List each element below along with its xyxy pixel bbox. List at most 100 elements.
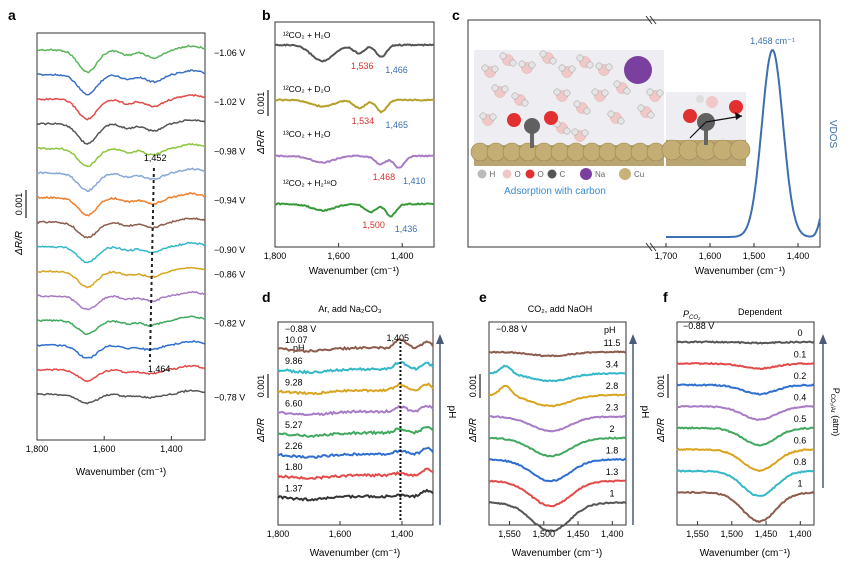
copper-atom — [534, 142, 554, 162]
panel-a-peak-dashed-line — [148, 167, 155, 363]
panel-a-series-line — [36, 217, 206, 239]
panel-a-series-line — [36, 69, 206, 96]
copper-atom — [582, 142, 602, 162]
x-tick-label: 1,600 — [699, 251, 722, 261]
copper-atom — [566, 142, 586, 162]
panel-e-series-line — [488, 501, 627, 533]
panel-f-series-label: 0.5 — [794, 414, 807, 424]
panel-a-series-line — [36, 241, 206, 264]
zoomed-structure-image — [661, 92, 751, 166]
panel-b-peak2-label: 1,465 — [386, 120, 409, 130]
water-hydrogen — [558, 64, 566, 72]
panel-f-series-line — [676, 447, 815, 473]
panel-b-series-label: ¹²CO₂ + H₂O — [283, 30, 331, 40]
water-hydrogen — [646, 88, 654, 96]
legend-label: O — [538, 170, 544, 179]
x-tick-label: 1,400 — [391, 251, 414, 261]
water-hydrogen — [647, 111, 655, 119]
x-tick-label: 1,600 — [327, 251, 350, 261]
panel-d-xlabel: Wavenumber (cm⁻¹) — [310, 548, 400, 559]
panel-f-potential: −0.88 V — [683, 321, 714, 331]
panel-b-scale-value: 0.001 — [256, 92, 266, 115]
panel-f-xlabel: Wavenumber (cm⁻¹) — [700, 548, 790, 559]
panel-f-series-label: 0.2 — [794, 371, 807, 381]
panel-e-series-label: 3.4 — [606, 360, 619, 370]
legend-swatch — [502, 169, 512, 179]
water-hydrogen — [656, 89, 664, 97]
panel-b-peak2-label: 1,436 — [395, 224, 418, 234]
legend-swatch — [547, 169, 557, 179]
panel-e-ph-arrow-head — [629, 334, 637, 344]
zoom-copper-atom — [729, 139, 751, 161]
panel-a-frame — [36, 32, 206, 441]
water-hydrogen — [568, 65, 576, 73]
zoom-vibration-arrow-1 — [689, 121, 707, 139]
panel-e-series-label: 2 — [609, 424, 614, 434]
panel-a-potential-label: −0.94 V — [214, 196, 245, 206]
panel-b-peak1-label: 1,500 — [362, 220, 385, 230]
panel-d: d Ar, add Na₂CO₃ −0.88 V pH 10.07 9.86 9.2… — [256, 289, 457, 559]
panel-b-series-label: ¹²CO₂ + D₂O — [283, 84, 331, 94]
panel-b: b ¹²CO₂ + H₂O 1,536 1,466 ¹²CO₂ + D₂O 1,534 1… — [256, 7, 435, 277]
panel-a-series-line — [37, 364, 206, 383]
panel-d-series-line — [277, 425, 434, 439]
panel-b-series-label: ¹³CO₂ + H₂O — [283, 129, 331, 139]
panel-e-series-line — [488, 384, 626, 408]
panel-b-series: ¹²CO₂ + H₂O 1,536 1,466 ¹²CO₂ + D₂O 1,534 1,4… — [274, 30, 435, 234]
panel-a-potential-label: −1.02 V — [214, 97, 245, 107]
panel-e: e CO₂, add NaOH −0.88 V pH 11.5 3.4 2.8 2.3… — [468, 289, 650, 559]
panel-d-series-label: 1.37 — [285, 483, 303, 493]
vdos-ylabel: VDOS — [827, 120, 838, 149]
panel-f-series-label: 1 — [797, 479, 802, 489]
panel-c-axis-break-top-2 — [649, 15, 657, 25]
panel-a-series-line — [36, 167, 206, 193]
panel-a-xlabel: Wavenumber (cm⁻¹) — [76, 467, 166, 478]
panel-a-series-line — [37, 192, 206, 217]
copper-atom — [486, 142, 506, 162]
panel-f-pressure-arrow-head — [819, 334, 827, 344]
legend-swatch — [619, 168, 631, 180]
x-tick-label: 1,600 — [93, 444, 116, 454]
water-hydrogen — [563, 89, 571, 97]
panel-a-series-line — [37, 266, 206, 289]
panel-f-title: Dependent — [738, 307, 783, 317]
panel-a-potential-label: −0.86 V — [214, 269, 245, 279]
panel-a-potential-label: −0.82 V — [214, 319, 245, 329]
panel-e-series-line — [488, 414, 627, 433]
panel-a-series-line — [36, 290, 206, 311]
water-hydrogen — [607, 110, 615, 118]
water-hydrogen — [583, 107, 591, 115]
panel-d-series-line — [278, 382, 434, 396]
x-tick-label: 1,800 — [264, 251, 287, 261]
panel-b-peak1-label: 1,536 — [351, 61, 374, 71]
panel-e-xlabel: Wavenumber (cm⁻¹) — [512, 548, 602, 559]
adsorbate-carbon — [524, 118, 540, 134]
panel-e-potential: −0.88 V — [496, 324, 527, 334]
panel-c: c — [452, 7, 838, 277]
panel-d-series-label: 9.86 — [285, 356, 303, 366]
panel-d-x-ticks: 1,800 1,600 1,400 — [267, 521, 413, 539]
water-hydrogen — [553, 88, 561, 96]
adsorption-structure-image — [470, 50, 666, 166]
panel-b-peak1-label: 1,534 — [352, 116, 375, 126]
panel-e-series-line — [488, 457, 627, 483]
legend-swatch — [580, 168, 592, 180]
panel-f-series-label: 0.1 — [794, 350, 807, 360]
water-hydrogen — [489, 113, 497, 121]
panel-e-series-label: 1.3 — [606, 467, 619, 477]
panel-b-series-line — [274, 43, 434, 63]
panel-d-series-label: 6.60 — [285, 399, 303, 409]
panel-b-ylabel: ΔR/R — [256, 130, 267, 155]
panel-e-series-line — [488, 436, 627, 458]
water-hydrogen — [479, 112, 487, 120]
x-tick-label: 1,500 — [721, 529, 744, 539]
panel-a-potential-label: −0.98 V — [214, 146, 245, 156]
panel-e-series-line — [488, 350, 627, 358]
panel-e-scale-value: 0.001 — [468, 375, 478, 398]
panel-f-series-line — [676, 383, 815, 396]
panel-f-letter: f — [663, 289, 668, 305]
water-molecules — [479, 50, 664, 142]
panel-d-scale-value: 0.001 — [256, 375, 266, 398]
panel-e-letter: e — [479, 289, 487, 305]
water-hydrogen — [528, 61, 536, 69]
